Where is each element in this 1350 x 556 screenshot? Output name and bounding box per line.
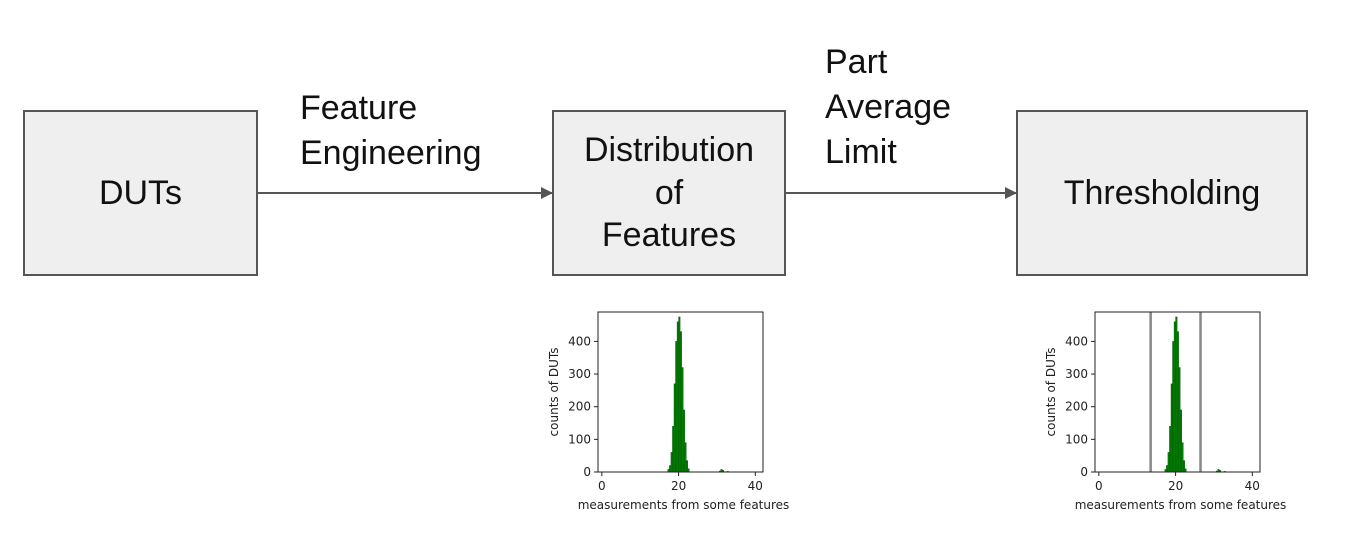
x-tick-label: 0	[598, 479, 606, 493]
y-tick-label: 200	[568, 400, 591, 414]
thresholding-label: Thresholding	[1063, 173, 1261, 212]
part-average-limit-label: Part Average Limit	[825, 40, 951, 175]
y-tick-label: 200	[1065, 400, 1088, 414]
distribution-label-line: Distribution	[583, 131, 755, 170]
histogram-bar	[684, 442, 687, 473]
y-axis-label: counts of DUTs	[547, 348, 561, 437]
edge-label-line: Average	[825, 87, 952, 126]
histogram-bar	[1179, 409, 1182, 473]
histogram-bar	[1166, 465, 1169, 473]
histogram-bar	[673, 383, 676, 473]
distribution-label-line: of	[654, 173, 684, 212]
y-tick-label: 300	[1065, 367, 1088, 381]
histogram-bar	[1176, 331, 1179, 473]
plot-frame	[597, 311, 764, 473]
histogram-bar	[678, 316, 681, 473]
y-tick-label: 100	[1065, 432, 1088, 446]
edge-label-line: Engineering	[300, 133, 482, 172]
distribution-label-line: Features	[601, 216, 737, 255]
distribution-box: Distribution of Features	[552, 110, 786, 276]
x-tick-label: 20	[1168, 479, 1183, 493]
histogram-bar	[1173, 321, 1176, 473]
histogram-bar	[686, 460, 688, 473]
histogram-bar	[1183, 460, 1185, 473]
duts-label: DUTs	[98, 173, 183, 212]
distribution-histogram: 0 100 200 300 400 0 20 40 measurements from some…	[547, 311, 790, 512]
histogram-bar	[1167, 452, 1170, 473]
y-tick-label: 0	[1080, 465, 1088, 479]
histogram-bar	[675, 341, 678, 473]
y-tick-label: 400	[1065, 334, 1088, 348]
histogram-bar	[1169, 426, 1172, 473]
x-tick-label: 40	[748, 479, 763, 493]
histogram-bar	[681, 367, 684, 473]
duts-box: DUTs	[23, 110, 258, 276]
histogram-bar	[676, 321, 679, 473]
x-axis-label: measurements from some features	[1075, 498, 1287, 512]
thresholding-histogram: 0 100 200 300 400 0 20 40 measurements from some…	[1044, 311, 1287, 512]
plot-frame	[1094, 311, 1261, 473]
feature-engineering-label: Feature Engineering	[300, 86, 481, 176]
edge-label-line: Part	[825, 43, 888, 81]
y-tick-label: 100	[568, 432, 591, 446]
x-tick-label: 0	[1095, 479, 1103, 493]
edge-label-line: Limit	[825, 132, 897, 171]
x-tick-label: 20	[671, 479, 686, 493]
y-axis-label: counts of DUTs	[1044, 348, 1058, 437]
histogram-bar	[1178, 367, 1181, 473]
histogram-bar	[670, 452, 673, 473]
distribution-label: Distribution of Features	[584, 129, 754, 257]
histogram-bar	[1181, 442, 1184, 473]
histogram-bar	[1172, 341, 1175, 473]
y-tick-label: 300	[568, 367, 591, 381]
thresholding-box: Thresholding	[1016, 110, 1308, 276]
edge-label-line: Feature	[300, 89, 418, 127]
histogram-bar	[679, 331, 682, 473]
histogram-bar	[1175, 316, 1178, 473]
y-tick-label: 0	[583, 465, 591, 479]
histogram-bar	[1170, 383, 1173, 473]
histogram-bar	[669, 465, 672, 473]
x-tick-label: 40	[1245, 479, 1260, 493]
y-tick-label: 400	[568, 334, 591, 348]
histogram-bar	[682, 409, 685, 473]
x-axis-label: measurements from some features	[578, 498, 790, 512]
histogram-bar	[672, 426, 675, 473]
